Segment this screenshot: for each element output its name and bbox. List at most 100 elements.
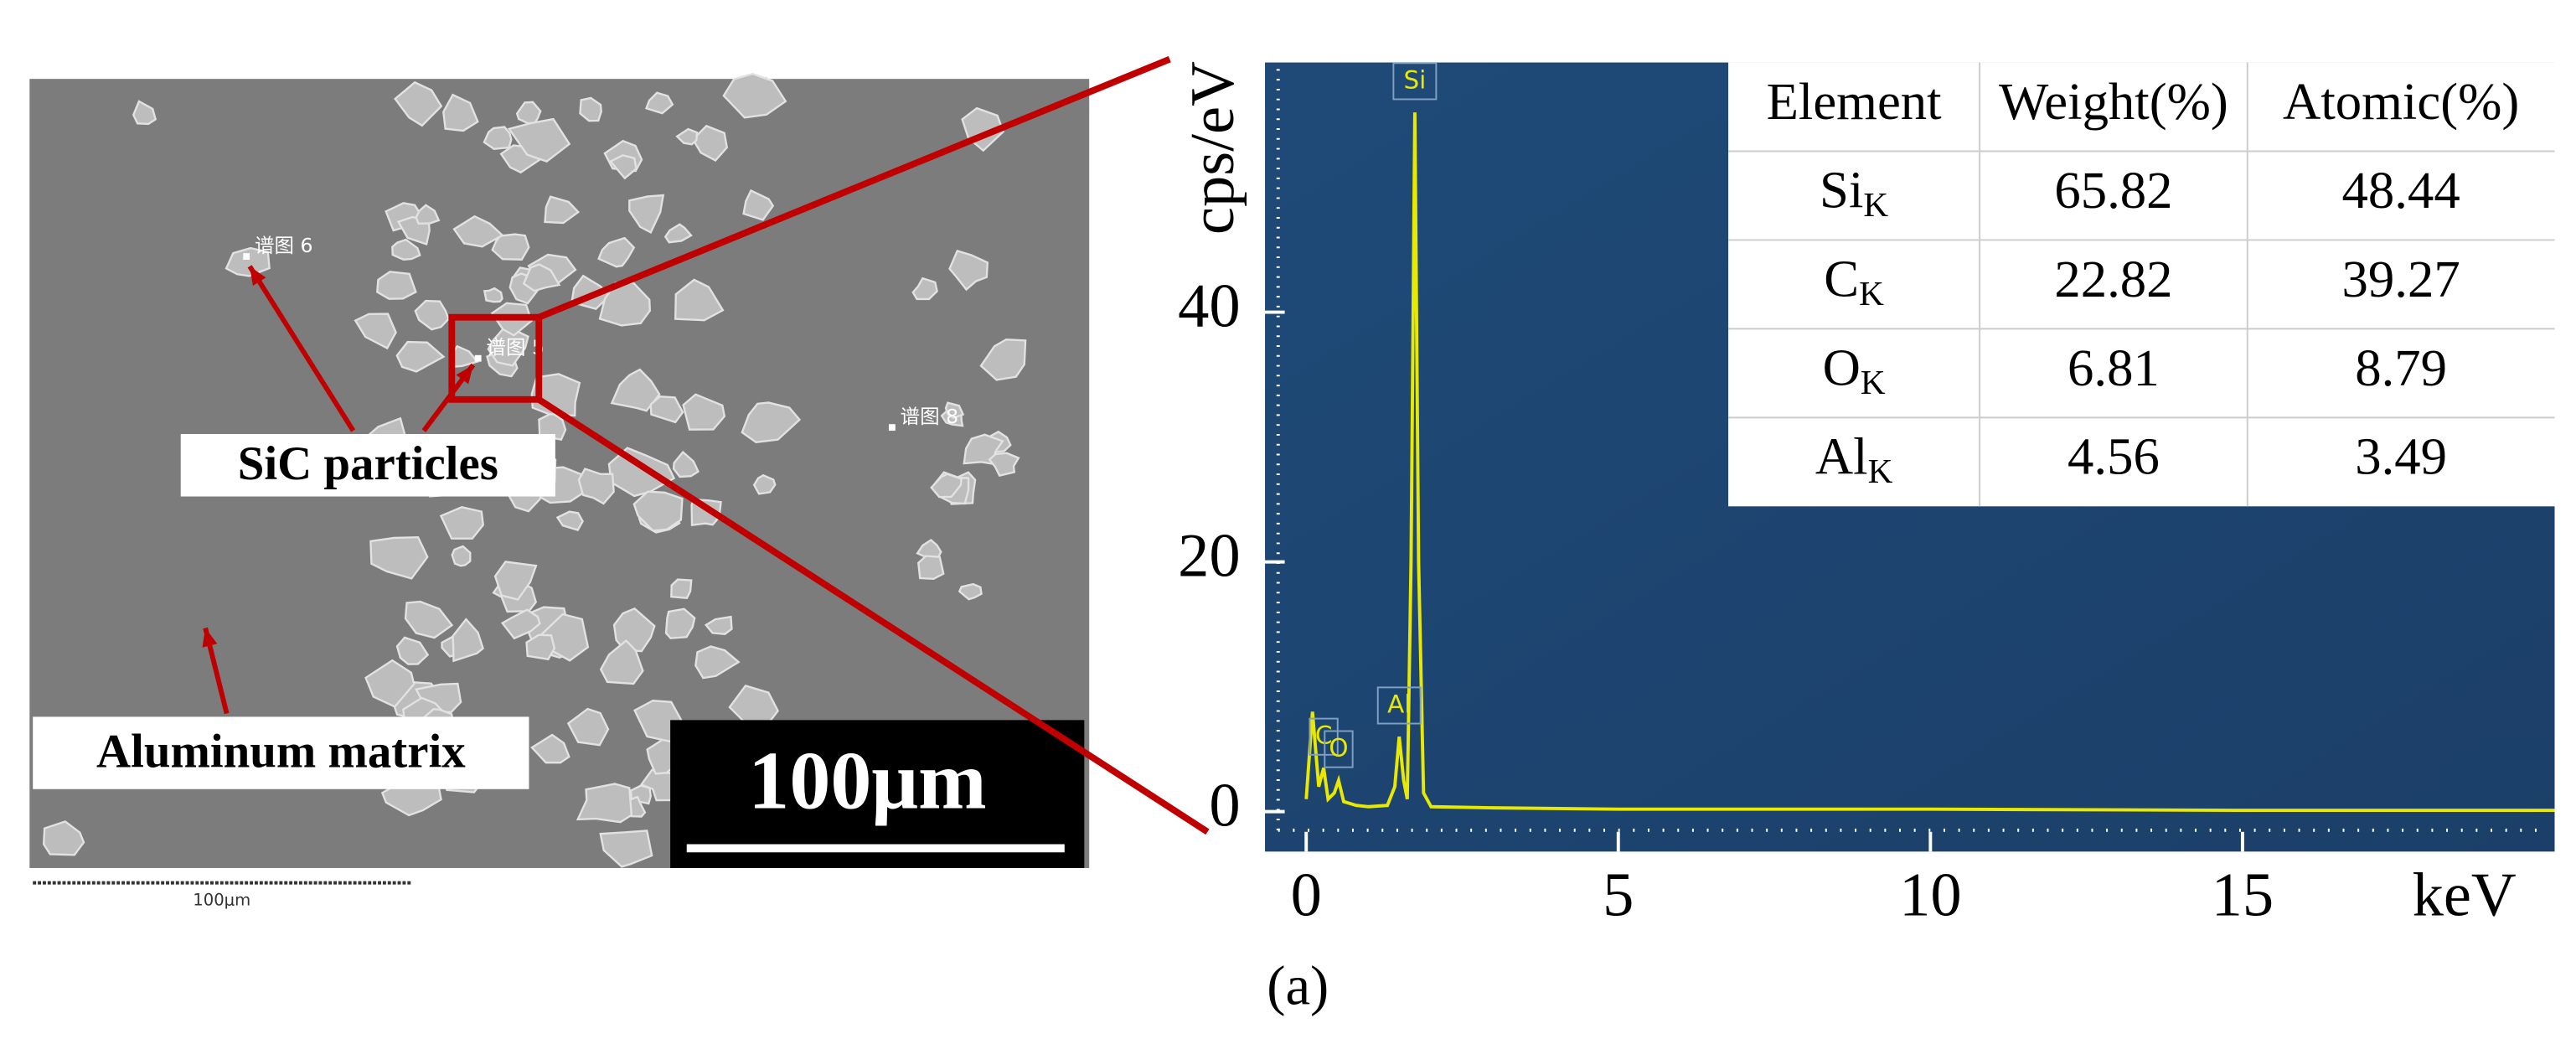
peak-label-box xyxy=(1309,717,1339,756)
spot-marker xyxy=(243,253,250,260)
particle xyxy=(944,401,965,420)
particle xyxy=(491,233,530,261)
table-cell: AlK xyxy=(1815,427,1893,491)
particle xyxy=(414,299,450,331)
y-tick-label: 20 xyxy=(1178,522,1240,591)
particle xyxy=(979,338,1027,381)
particle xyxy=(664,607,696,639)
peak-label: O xyxy=(1329,734,1348,762)
table-header: Weight(%) xyxy=(1999,72,2228,131)
particle xyxy=(598,282,652,327)
element: Al xyxy=(1815,427,1868,486)
particle xyxy=(395,340,446,373)
particle xyxy=(452,215,504,248)
spot-label: 谱图 8 xyxy=(901,405,958,428)
scale-bar-box xyxy=(670,720,1085,868)
particle xyxy=(599,830,653,868)
particle xyxy=(948,249,989,292)
x-tick-label: 10 xyxy=(1899,861,1961,929)
particle xyxy=(682,393,726,431)
particle xyxy=(522,263,561,292)
particle xyxy=(752,473,777,495)
particle xyxy=(576,783,633,824)
particle xyxy=(670,578,693,600)
particle xyxy=(555,510,584,531)
x-axis-label: keV xyxy=(2413,861,2517,929)
shell: K xyxy=(1859,275,1884,313)
particle xyxy=(483,126,513,150)
matrix-label-box xyxy=(33,716,529,789)
particle xyxy=(663,223,693,244)
table-cell: 65.82 xyxy=(2054,161,2172,220)
caption: (a) xyxy=(1267,955,1329,1016)
particle xyxy=(566,707,610,747)
particle xyxy=(376,271,417,300)
scale-bar-label: 100μm xyxy=(748,736,986,826)
table-cell: CK xyxy=(1824,250,1884,313)
table-cell: 39.27 xyxy=(2342,250,2460,308)
particle xyxy=(544,195,581,225)
particle xyxy=(911,277,938,301)
spot-label: 谱图 5 xyxy=(486,335,544,359)
particle xyxy=(415,204,441,225)
particle xyxy=(722,72,787,119)
particle xyxy=(132,100,157,126)
particle xyxy=(42,820,85,856)
particle xyxy=(391,238,421,261)
particle xyxy=(930,473,963,499)
particle xyxy=(644,91,674,115)
particle xyxy=(742,189,775,221)
matrix-label: Aluminum matrix xyxy=(96,726,466,778)
particle xyxy=(917,555,945,581)
particle xyxy=(369,535,429,580)
spot-marker xyxy=(474,354,482,362)
particle xyxy=(628,194,665,235)
table-cell: 6.81 xyxy=(2068,339,2160,397)
particle xyxy=(632,490,684,532)
scale-bar-small-label: 100μm xyxy=(193,891,250,910)
particle xyxy=(442,93,479,132)
peak-label-box xyxy=(1376,686,1422,725)
table-cell: 22.82 xyxy=(2054,250,2172,308)
table-header: Element xyxy=(1767,72,1943,131)
particle xyxy=(487,324,529,367)
shell: K xyxy=(1861,364,1886,402)
arrow-head xyxy=(202,628,218,648)
particle xyxy=(597,236,636,268)
particle xyxy=(538,411,567,441)
y-tick-label: 0 xyxy=(1209,772,1240,840)
particle xyxy=(577,468,615,505)
particle xyxy=(694,645,741,680)
particle xyxy=(395,636,430,665)
particle xyxy=(525,633,556,661)
table-cell: OK xyxy=(1823,339,1886,402)
table-cell: 48.44 xyxy=(2342,161,2460,220)
particle xyxy=(364,659,416,708)
spectrum-line xyxy=(1304,112,2555,813)
table-cell: SiK xyxy=(1820,161,1888,225)
peak-label: Si xyxy=(1403,65,1426,94)
particle xyxy=(404,600,454,639)
particle xyxy=(452,618,484,663)
particle xyxy=(599,639,644,685)
particle xyxy=(741,401,802,444)
particle xyxy=(500,608,541,640)
table-header: Atomic(%) xyxy=(2283,72,2519,131)
particle xyxy=(610,368,661,412)
sic-label-box xyxy=(180,433,555,497)
particle xyxy=(579,96,602,122)
x-tick-label: 15 xyxy=(2212,861,2274,929)
particle xyxy=(225,246,271,277)
particle xyxy=(451,545,472,567)
particle xyxy=(483,287,503,303)
particle xyxy=(354,313,397,350)
y-tick-label: 40 xyxy=(1178,272,1240,341)
element: O xyxy=(1823,339,1861,397)
table-bg xyxy=(1728,62,2555,507)
particle xyxy=(988,452,1020,477)
particle xyxy=(493,561,538,601)
element: C xyxy=(1824,250,1859,308)
peak-label-box xyxy=(1324,730,1354,768)
